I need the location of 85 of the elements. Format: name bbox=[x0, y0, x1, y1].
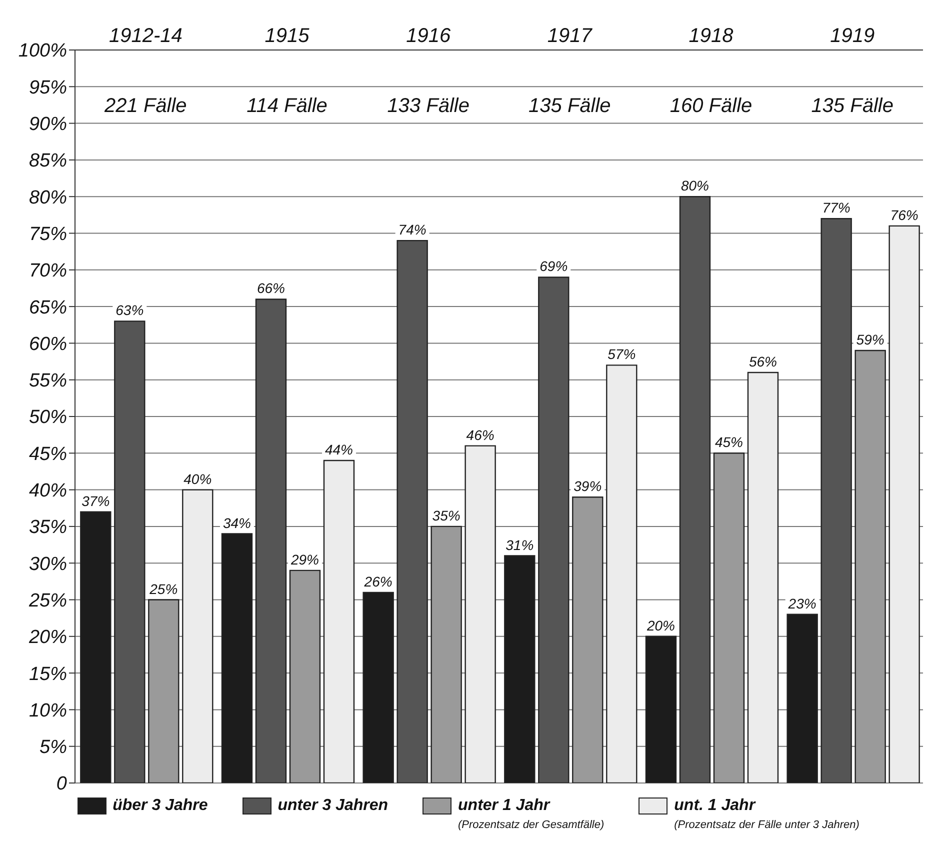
y-tick-label: 80% bbox=[28, 187, 68, 208]
data-label: 69% bbox=[540, 258, 568, 274]
annotation: 114 Fälle bbox=[246, 95, 328, 118]
annotation: 133 Fälle bbox=[387, 95, 470, 118]
y-tick-label: 85% bbox=[28, 150, 68, 172]
y-tick-label: 35% bbox=[28, 517, 68, 538]
data-label: 77% bbox=[822, 200, 850, 216]
y-tick-label: 10% bbox=[28, 700, 68, 722]
data-label: 29% bbox=[290, 551, 319, 568]
y-tick-label: 60% bbox=[28, 334, 68, 355]
data-label: 40% bbox=[184, 470, 212, 487]
bar bbox=[538, 276, 570, 783]
data-label: 34% bbox=[222, 514, 251, 531]
bar bbox=[80, 511, 112, 783]
y-tick-label: 45% bbox=[28, 444, 68, 465]
bar bbox=[255, 298, 287, 783]
y-tick-label: 75% bbox=[28, 224, 68, 245]
legend-label: unter 3 Jahren bbox=[278, 797, 388, 815]
data-label: 23% bbox=[787, 595, 816, 612]
y-tick-label: 30% bbox=[28, 554, 68, 575]
y-tick-label: 55% bbox=[28, 370, 68, 392]
data-label: 76% bbox=[890, 206, 918, 223]
legend-label: über 3 Jahre bbox=[112, 797, 208, 815]
data-label: 74% bbox=[398, 222, 426, 238]
bar bbox=[464, 445, 496, 783]
data-label: 63% bbox=[116, 302, 144, 318]
y-tick-label: 15% bbox=[28, 664, 68, 685]
bar bbox=[888, 225, 920, 783]
data-label: 39% bbox=[574, 478, 602, 494]
x-tick-label: 1916 bbox=[406, 25, 452, 47]
annotation: 135 Fälle bbox=[528, 95, 611, 118]
bar bbox=[854, 350, 886, 783]
y-tick-label: 20% bbox=[28, 627, 68, 648]
y-tick-label: 25% bbox=[28, 590, 68, 612]
y-tick-label: 95% bbox=[28, 77, 68, 98]
data-label: 20% bbox=[646, 617, 675, 634]
y-tick-label: 0 bbox=[56, 774, 68, 795]
bar bbox=[289, 570, 321, 783]
bar bbox=[786, 614, 818, 783]
x-tick-label: 1919 bbox=[830, 25, 875, 47]
annotation: 221 Fälle bbox=[104, 95, 187, 118]
bar bbox=[221, 533, 253, 783]
y-tick-label: 5% bbox=[40, 737, 68, 758]
data-label: 25% bbox=[148, 580, 178, 597]
bar bbox=[396, 240, 428, 783]
data-label: 35% bbox=[432, 507, 460, 524]
bar bbox=[114, 320, 146, 783]
bar bbox=[679, 196, 711, 783]
y-tick-label: 90% bbox=[28, 114, 68, 136]
bar bbox=[182, 489, 214, 783]
bar bbox=[606, 364, 638, 783]
bar bbox=[713, 452, 745, 783]
x-tick-label: 1917 bbox=[547, 25, 593, 47]
data-label: 45% bbox=[714, 434, 743, 450]
data-label: 57% bbox=[608, 346, 636, 362]
bar bbox=[148, 599, 180, 783]
data-label: 44% bbox=[324, 441, 353, 458]
data-label: 31% bbox=[506, 536, 534, 553]
bar bbox=[362, 592, 394, 783]
annotation: 160 Fälle bbox=[670, 95, 752, 118]
legend-label: unter 1 Jahr (Prozentsatz der Gesamtfälle) bbox=[458, 797, 604, 831]
data-label: 56% bbox=[748, 354, 777, 370]
y-tick-label: 50% bbox=[28, 407, 68, 428]
y-tick-label: 65% bbox=[28, 297, 68, 318]
y-tick-label: 100% bbox=[18, 40, 68, 62]
bar bbox=[572, 496, 604, 783]
x-tick-label: 1918 bbox=[688, 25, 734, 47]
bar bbox=[323, 460, 355, 783]
y-tick-label: 40% bbox=[28, 480, 68, 502]
x-tick-label: 1915 bbox=[264, 25, 310, 47]
data-label: 59% bbox=[856, 332, 884, 348]
bar bbox=[504, 555, 536, 783]
data-label: 37% bbox=[82, 492, 110, 509]
legend-label: unt. 1 Jahr (Prozentsatz der Fälle unter 3 Jahren) bbox=[674, 797, 860, 831]
data-label: 26% bbox=[363, 573, 392, 590]
data-label: 46% bbox=[466, 426, 494, 443]
data-label: 66% bbox=[256, 280, 285, 296]
bar bbox=[645, 636, 677, 783]
x-tick-label: 1912-14 bbox=[108, 25, 182, 47]
y-tick-label: 70% bbox=[28, 260, 68, 282]
bar bbox=[820, 218, 852, 783]
data-label: 80% bbox=[680, 178, 709, 194]
bar bbox=[747, 372, 779, 783]
bar bbox=[430, 526, 462, 783]
annotation: 135 Fälle bbox=[811, 95, 894, 118]
